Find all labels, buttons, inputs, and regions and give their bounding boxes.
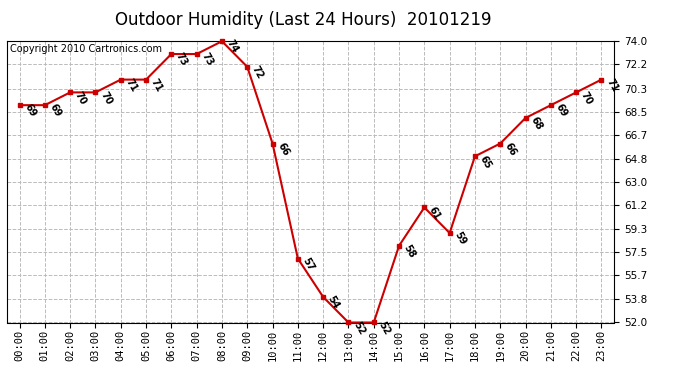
Text: 66: 66 [503, 141, 518, 158]
Text: 72: 72 [250, 64, 266, 81]
Text: 70: 70 [579, 90, 594, 106]
Text: 59: 59 [453, 230, 468, 247]
Text: 52: 52 [377, 320, 392, 336]
Text: 65: 65 [477, 153, 493, 170]
Text: 70: 70 [73, 90, 88, 106]
Text: 73: 73 [174, 51, 190, 68]
Text: 70: 70 [98, 90, 114, 106]
Text: 61: 61 [427, 205, 442, 221]
Text: 66: 66 [275, 141, 290, 158]
Text: 69: 69 [22, 102, 38, 119]
Text: 52: 52 [351, 320, 366, 336]
Text: 57: 57 [301, 256, 316, 273]
Text: 74: 74 [225, 39, 240, 55]
Text: 71: 71 [124, 77, 139, 93]
Text: 69: 69 [553, 102, 569, 119]
Text: 54: 54 [326, 294, 342, 311]
Text: 68: 68 [529, 115, 544, 132]
Text: Outdoor Humidity (Last 24 Hours)  20101219: Outdoor Humidity (Last 24 Hours) 2010121… [115, 11, 492, 29]
Text: 58: 58 [402, 243, 417, 260]
Text: 69: 69 [48, 102, 63, 119]
Text: Copyright 2010 Cartronics.com: Copyright 2010 Cartronics.com [10, 44, 162, 54]
Text: 71: 71 [604, 77, 620, 93]
Text: 73: 73 [199, 51, 215, 68]
Text: 71: 71 [149, 77, 164, 93]
